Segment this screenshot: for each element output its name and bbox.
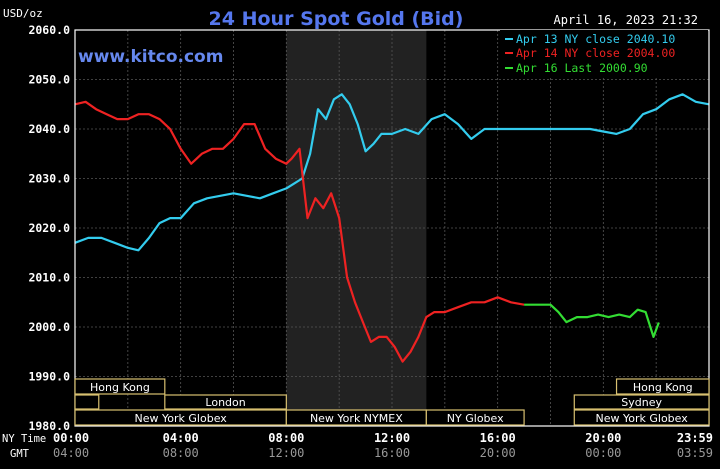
market-bar-label: Hong Kong	[90, 381, 150, 394]
unit-label: USD/oz	[3, 7, 43, 20]
y-tick-label: 2030.0	[28, 172, 70, 186]
x-tick-label-ny: 08:00	[268, 431, 304, 445]
x-tick-label-gmt: 20:00	[480, 446, 516, 460]
x-tick-label-ny: 16:00	[480, 431, 516, 445]
market-bar	[573, 409, 710, 426]
legend: Apr 13 NY close 2040.10 Apr 14 NY close …	[500, 30, 708, 76]
x-tick-label-gmt: 08:00	[163, 446, 199, 460]
market-bar-label: Hong Kong	[633, 381, 693, 394]
y-tick-label: 1990.0	[28, 370, 70, 384]
y-tick-label: 2020.0	[28, 221, 70, 235]
x-tick-labels: 00:00 04:00 08:00 12:00 16:00 20:00 23:5904:00…	[53, 431, 713, 460]
x-tick-label-gmt: 04:00	[53, 446, 89, 460]
watermark: www.kitco.com	[78, 47, 223, 67]
legend-entry-apr13: Apr 13 NY close 2040.10	[516, 32, 675, 46]
series-line-1	[74, 100, 525, 363]
series-lines	[74, 93, 710, 363]
x-tick-label-ny: 23:59	[677, 431, 713, 445]
market-bar-label: New York Globex	[135, 412, 228, 425]
market-bar	[74, 394, 100, 410]
legend-entry-apr14: Apr 14 NY close 2004.00	[516, 46, 675, 60]
plot-border	[74, 29, 710, 427]
x-tick-label-ny: 12:00	[374, 431, 410, 445]
x-tick-label-gmt: 16:00	[374, 446, 410, 460]
y-tick-label: 1980.0	[28, 419, 70, 433]
x-tick-label-ny: 20:00	[585, 431, 621, 445]
timestamp: April 16, 2023 21:32	[554, 13, 699, 27]
y-tick-label: 2040.0	[28, 122, 70, 136]
market-bar	[573, 394, 710, 410]
y-tick-label: 2060.0	[28, 23, 70, 37]
chart-title: 24 Hour Spot Gold (Bid)	[209, 8, 464, 30]
ny-time-row-label: NY Time	[2, 433, 46, 445]
series-line-0	[74, 93, 710, 252]
x-tick-label-ny: 04:00	[163, 431, 199, 445]
market-bar-label: New York Globex	[596, 412, 689, 425]
y-tick-label: 2010.0	[28, 271, 70, 285]
market-bar-label: Sydney	[621, 396, 662, 409]
market-session-bars: Hong Kong London New York Globex New York N…	[74, 378, 710, 426]
market-bar	[615, 378, 710, 395]
market-bar-label: New York NYMEX	[310, 412, 403, 425]
x-tick-label-gmt: 00:00	[585, 446, 621, 460]
x-tick-label-ny: 00:00	[53, 431, 89, 445]
series-line-2	[524, 303, 660, 338]
grid-lines	[75, 29, 709, 427]
market-bar-label: NY Globex	[447, 412, 504, 425]
market-bar	[74, 378, 166, 395]
market-bar-label: London	[205, 396, 245, 409]
x-tick-label-gmt: 03:59	[677, 446, 713, 460]
market-bar	[164, 394, 287, 410]
gmt-row-label: GMT	[10, 448, 30, 460]
y-tick-labels: 1980.0 1990.0 2000.0 2010.0 2020.0 2030.0 2040…	[28, 23, 70, 433]
legend-entry-apr16: Apr 16 Last 2000.90	[516, 61, 648, 75]
x-tick-label-gmt: 12:00	[268, 446, 304, 460]
y-tick-label: 2050.0	[28, 73, 70, 87]
y-tick-label: 2000.0	[28, 320, 70, 334]
market-bar	[425, 409, 525, 426]
